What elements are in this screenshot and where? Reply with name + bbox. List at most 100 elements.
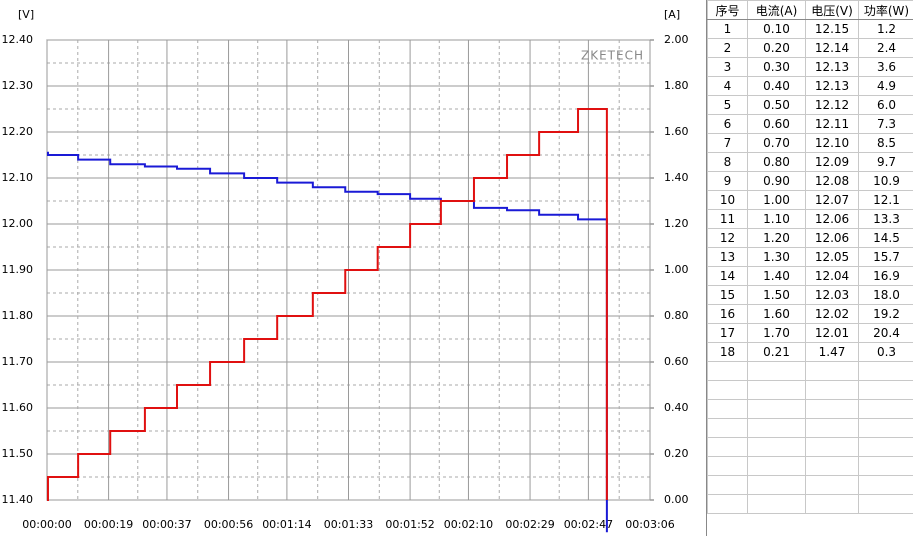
y-tick-label: 12.20 xyxy=(2,125,34,138)
empty-row xyxy=(707,456,913,476)
table-cell: 13.3 xyxy=(858,209,913,229)
table-cell: 12.08 xyxy=(805,171,859,191)
empty-row xyxy=(707,418,913,438)
table-row: 6 0.60 12.11 7.3 xyxy=(707,114,913,134)
y2-tick-label: 0.80 xyxy=(664,309,689,322)
table-row: 9 0.90 12.08 10.9 xyxy=(707,171,913,191)
table-cell: 12.04 xyxy=(805,266,859,286)
table-row: 4 0.40 12.13 4.9 xyxy=(707,76,913,96)
table-cell: 0.50 xyxy=(747,95,806,115)
table-cell: 12.07 xyxy=(805,190,859,210)
empty-cell xyxy=(707,475,748,495)
table-cell: 9 xyxy=(707,171,748,191)
table-cell: 1.20 xyxy=(747,228,806,248)
table-cell: 7 xyxy=(707,133,748,153)
empty-cell xyxy=(747,475,806,495)
y2-axis-label: [A] xyxy=(664,8,680,21)
empty-cell xyxy=(707,494,748,514)
table-cell: 12.10 xyxy=(805,133,859,153)
empty-cell xyxy=(858,494,913,514)
table-cell: 16 xyxy=(707,304,748,324)
table-cell: 14 xyxy=(707,266,748,286)
table-cell: 20.4 xyxy=(858,323,913,343)
y-tick-label: 12.30 xyxy=(2,79,34,92)
empty-cell xyxy=(858,361,913,381)
chart: [V] [A] 11.40 11.50 11.60 11.70 11.80 11.90 12… xyxy=(2,8,689,533)
empty-cell xyxy=(747,418,806,438)
table-cell: 1.00 xyxy=(747,190,806,210)
empty-row xyxy=(707,494,913,514)
y-tick-label: 11.70 xyxy=(2,355,34,368)
table-cell: 8.5 xyxy=(858,133,913,153)
table-cell: 14.5 xyxy=(858,228,913,248)
table: 序号 电流(A) 电压(V) 功率(W) 1 0.10 12.15 1.2 2 0.20 12.14… xyxy=(707,0,913,514)
y-tick-label: 11.50 xyxy=(2,447,34,460)
y-tick-label: 12.10 xyxy=(2,171,34,184)
empty-row xyxy=(707,399,913,419)
table-cell: 1.70 xyxy=(747,323,806,343)
y2-tick-label: 2.00 xyxy=(664,33,689,46)
table-cell: 12.05 xyxy=(805,247,859,267)
table-row: 1 0.10 12.15 1.2 xyxy=(707,19,913,39)
table-cell: 12.13 xyxy=(805,57,859,77)
table-cell: 1.60 xyxy=(747,304,806,324)
table-cell: 1.40 xyxy=(747,266,806,286)
table-row: 2 0.20 12.14 2.4 xyxy=(707,38,913,58)
header-row: 序号 电流(A) 电压(V) 功率(W) xyxy=(707,0,913,20)
table-row: 17 1.70 12.01 20.4 xyxy=(707,323,913,343)
empty-cell xyxy=(805,475,859,495)
table-row: 15 1.50 12.03 18.0 xyxy=(707,285,913,305)
table-row: 12 1.20 12.06 14.5 xyxy=(707,228,913,248)
empty-cell xyxy=(707,456,748,476)
x-tick-label: 00:01:33 xyxy=(324,518,373,531)
empty-cell xyxy=(747,399,806,419)
empty-cell xyxy=(707,380,748,400)
empty-cell xyxy=(858,475,913,495)
x-tick-label: 00:02:47 xyxy=(564,518,613,531)
table-cell: 6.0 xyxy=(858,95,913,115)
y2-tick-label: 1.80 xyxy=(664,79,689,92)
y2-tick-label: 1.40 xyxy=(664,171,689,184)
table-cell: 0.90 xyxy=(747,171,806,191)
table-cell: 0.21 xyxy=(747,342,806,362)
table-cell: 18.0 xyxy=(858,285,913,305)
empty-cell xyxy=(805,380,859,400)
x-tick-label: 00:00:00 xyxy=(22,518,71,531)
x-tick-label: 00:00:19 xyxy=(84,518,133,531)
data-table: 序号 电流(A) 电压(V) 功率(W) 1 0.10 12.15 1.2 2 0.20 12.14… xyxy=(706,0,913,536)
table-cell: 12.01 xyxy=(805,323,859,343)
table-cell: 12 xyxy=(707,228,748,248)
x-tick-label: 00:02:10 xyxy=(444,518,493,531)
empty-cell xyxy=(747,380,806,400)
y-tick-label: 11.80 xyxy=(2,309,34,322)
y-tick-label: 11.60 xyxy=(2,401,34,414)
x-tick-label: 00:02:29 xyxy=(505,518,554,531)
table-cell: 8 xyxy=(707,152,748,172)
table-cell: 10.9 xyxy=(858,171,913,191)
table-cell: 1.2 xyxy=(858,19,913,39)
table-cell: 12.03 xyxy=(805,285,859,305)
table-cell: 4 xyxy=(707,76,748,96)
table-cell: 7.3 xyxy=(858,114,913,134)
table-cell: 18 xyxy=(707,342,748,362)
table-cell: 1.50 xyxy=(747,285,806,305)
table-cell: 0.70 xyxy=(747,133,806,153)
table-cell: 12.12 xyxy=(805,95,859,115)
table-cell: 16.9 xyxy=(858,266,913,286)
empty-cell xyxy=(805,456,859,476)
table-cell: 6 xyxy=(707,114,748,134)
table-row: 7 0.70 12.10 8.5 xyxy=(707,133,913,153)
y-axis-label: [V] xyxy=(18,8,34,21)
table-row: 14 1.40 12.04 16.9 xyxy=(707,266,913,286)
x-tick-label: 00:03:06 xyxy=(625,518,674,531)
x-tick-label: 00:01:52 xyxy=(385,518,434,531)
table-cell: 12.06 xyxy=(805,228,859,248)
empty-cell xyxy=(805,494,859,514)
table-cell: 12.11 xyxy=(805,114,859,134)
table-cell: 0.10 xyxy=(747,19,806,39)
table-row: 13 1.30 12.05 15.7 xyxy=(707,247,913,267)
table-cell: 0.30 xyxy=(747,57,806,77)
table-cell: 12.13 xyxy=(805,76,859,96)
table-cell: 12.02 xyxy=(805,304,859,324)
